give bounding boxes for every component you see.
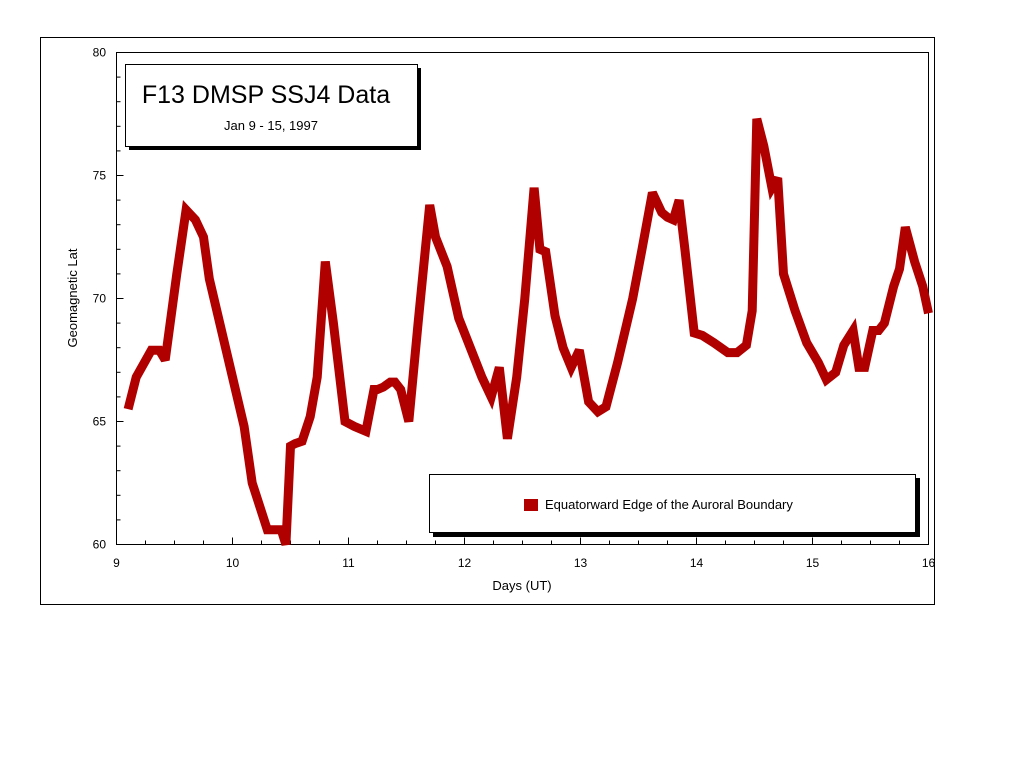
- title-box: F13 DMSP SSJ4 Data Jan 9 - 15, 1997: [125, 64, 421, 150]
- y-axis-title: Geomagnetic Lat: [65, 248, 80, 347]
- y-tick-label: 65: [93, 415, 107, 429]
- series-layer: [123, 117, 933, 546]
- legend-swatch: [524, 499, 538, 511]
- x-tick-label: 12: [458, 556, 472, 570]
- chart-title: F13 DMSP SSJ4 Data: [142, 81, 390, 109]
- x-tick-label: 16: [922, 556, 936, 570]
- chart-subtitle: Jan 9 - 15, 1997: [224, 118, 318, 133]
- x-tick-label: 10: [226, 556, 240, 570]
- x-tick-label: 11: [342, 556, 355, 570]
- x-tick-label: 9: [113, 556, 120, 570]
- x-tick-label: 14: [690, 556, 704, 570]
- y-tick-label: 70: [93, 292, 107, 306]
- x-tick-label: 15: [806, 556, 820, 570]
- y-axis: 60 65 70 75 80: [93, 46, 124, 552]
- x-axis-title: Days (UT): [492, 578, 551, 593]
- y-tick-label: 75: [93, 169, 107, 183]
- y-tick-label: 80: [93, 46, 107, 60]
- y-tick-label: 60: [93, 538, 107, 552]
- legend-label: Equatorward Edge of the Auroral Boundary: [545, 497, 793, 512]
- legend: Equatorward Edge of the Auroral Boundary: [429, 474, 920, 537]
- series-line: [123, 117, 933, 546]
- title-box-frame: [125, 64, 418, 147]
- x-tick-label: 13: [574, 556, 588, 570]
- legend-frame: [429, 474, 916, 533]
- x-axis: 9 10 11 12 13 14 15 16: [113, 537, 936, 570]
